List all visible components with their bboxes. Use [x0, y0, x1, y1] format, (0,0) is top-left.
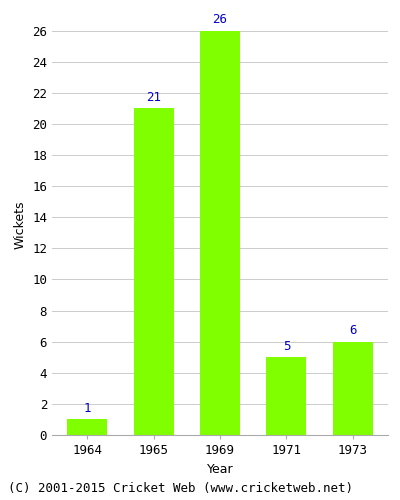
Bar [67, 420, 107, 435]
X-axis label: Year: Year [207, 462, 233, 475]
Y-axis label: Wickets: Wickets [14, 200, 26, 249]
Text: (C) 2001-2015 Cricket Web (www.cricketweb.net): (C) 2001-2015 Cricket Web (www.cricketwe… [8, 482, 353, 495]
Bar [134, 108, 174, 435]
Text: 5: 5 [283, 340, 290, 352]
Text: 6: 6 [349, 324, 356, 337]
Text: 26: 26 [212, 13, 228, 26]
Bar [266, 357, 306, 435]
Bar [333, 342, 373, 435]
Text: 21: 21 [146, 90, 161, 104]
Text: 1: 1 [84, 402, 91, 415]
Bar [200, 30, 240, 435]
